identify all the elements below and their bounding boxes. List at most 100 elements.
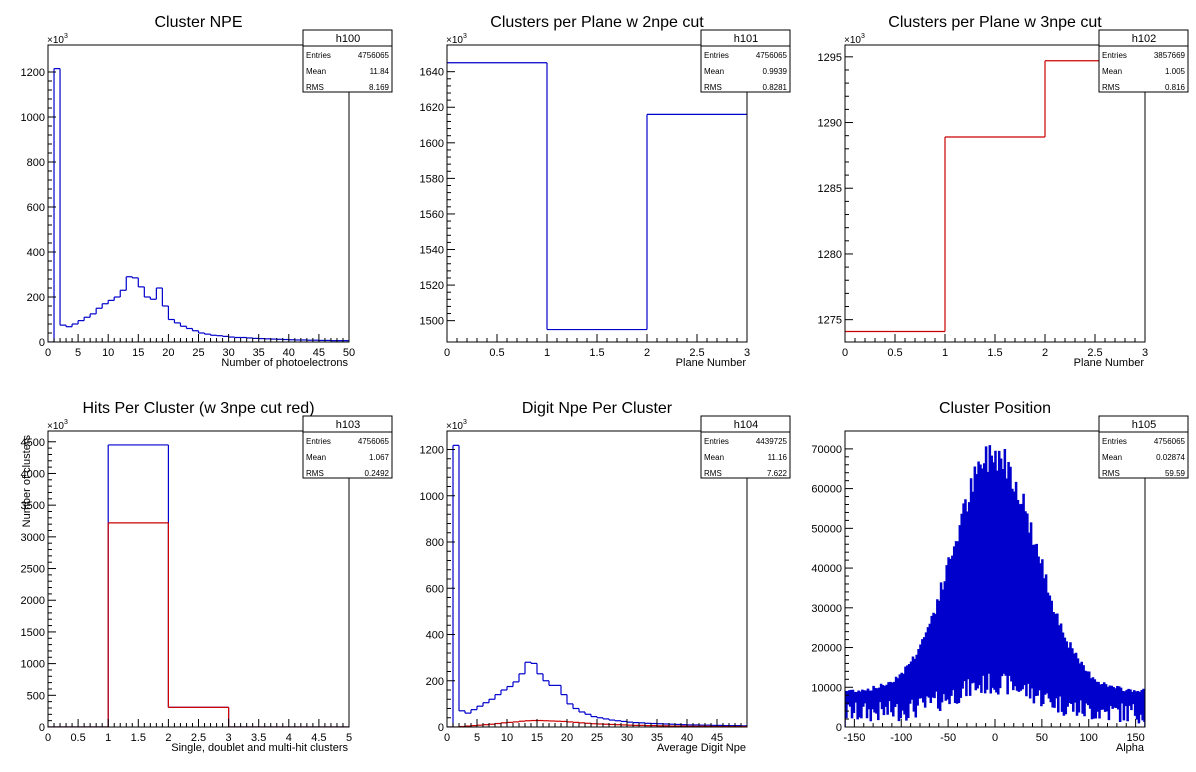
data-layer bbox=[845, 60, 1145, 333]
y-tick-label: 40000 bbox=[811, 563, 842, 575]
data-layer bbox=[447, 62, 747, 331]
y-tick-label: 1290 bbox=[818, 118, 842, 130]
x-tick-label: 1 bbox=[105, 732, 111, 744]
x-tick-label: 0 bbox=[45, 347, 51, 359]
y-tick-label: 10000 bbox=[811, 682, 842, 694]
x-tick-label: 15 bbox=[132, 347, 144, 359]
x-axis-label: Average Digit Npe bbox=[657, 742, 746, 754]
stats-box: h104 Entries 4439725 Mean 11.16 RMS 7.622 bbox=[700, 415, 791, 479]
panel-1: Cluster NPE 0 5 10 15 20 25 30 35 40 45 50 0 200 400 60… bbox=[21, 14, 393, 369]
stats-rms-label: RMS bbox=[306, 83, 324, 92]
x-tick-label: 4.5 bbox=[311, 732, 326, 744]
stats-rms-value: 59.59 bbox=[1165, 469, 1186, 478]
x-tick-label: 0 bbox=[444, 732, 450, 744]
data-layer bbox=[447, 444, 747, 727]
stats-rms-label: RMS bbox=[704, 469, 722, 478]
y-tick-label: 0 bbox=[39, 722, 45, 734]
y-tick-label: 400 bbox=[426, 630, 444, 642]
x-tick-label: -100 bbox=[890, 732, 912, 744]
y-tick-label: 4500 bbox=[21, 437, 45, 449]
y-tick-label: 1280 bbox=[818, 249, 842, 261]
stats-mean-value: 1.005 bbox=[1165, 67, 1186, 76]
y-axis-label: Number of clusters bbox=[21, 435, 33, 528]
x-tick-label: 3.5 bbox=[251, 732, 266, 744]
stats-mean-label: Mean bbox=[306, 67, 326, 76]
stats-box: h105 Entries 4756065 Mean 0.02874 RMS 59.59 bbox=[1098, 415, 1189, 479]
chart-title: Hits Per Cluster (w 3npe cut red) bbox=[82, 400, 314, 417]
stats-mean-label: Mean bbox=[1102, 453, 1122, 462]
stats-entries-label: Entries bbox=[704, 437, 729, 446]
x-tick-label: 45 bbox=[313, 347, 325, 359]
x-tick-label: 10 bbox=[102, 347, 114, 359]
stats-entries-value: 4439725 bbox=[756, 437, 788, 446]
x-tick-label: 2 bbox=[644, 347, 650, 359]
y-multiplier: ×103 bbox=[47, 419, 68, 432]
y-tick-label: 4000 bbox=[21, 468, 45, 480]
y-tick-label: 1000 bbox=[21, 112, 45, 124]
x-tick-label: 45 bbox=[711, 732, 723, 744]
stats-histogram-name: h104 bbox=[734, 419, 758, 431]
x-tick-label: 30 bbox=[222, 347, 234, 359]
stats-rms-label: RMS bbox=[1102, 469, 1120, 478]
x-tick-label: 20 bbox=[162, 347, 174, 359]
y-tick-label: 1000 bbox=[420, 491, 444, 503]
x-tick-label: 40 bbox=[681, 732, 693, 744]
stats-rms-value: 0.2492 bbox=[365, 469, 390, 478]
x-tick-label: 2.5 bbox=[191, 732, 206, 744]
y-tick-label: 1520 bbox=[420, 280, 444, 292]
x-axis-label: Plane Number bbox=[1074, 357, 1145, 369]
x-axis-label: Alpha bbox=[1116, 742, 1145, 754]
x-tick-label: 3 bbox=[1142, 347, 1148, 359]
x-tick-label: 5 bbox=[346, 732, 352, 744]
stats-box: h103 Entries 4756065 Mean 1.067 RMS 0.2492 bbox=[302, 415, 393, 479]
stats-mean-label: Mean bbox=[306, 453, 326, 462]
x-tick-label: 0.5 bbox=[70, 732, 85, 744]
y-tick-label: 1560 bbox=[420, 209, 444, 221]
y-tick-label: 1500 bbox=[21, 627, 45, 639]
stats-frame bbox=[302, 415, 393, 479]
x-tick-label: 100 bbox=[1080, 732, 1098, 744]
y-tick-label: 600 bbox=[426, 583, 444, 595]
y-tick-label: 1275 bbox=[818, 315, 842, 327]
y-tick-label: 800 bbox=[426, 537, 444, 549]
x-tick-label: 30 bbox=[621, 732, 633, 744]
chart-title: Clusters per Plane w 3npe cut bbox=[888, 14, 1102, 31]
x-tick-label: -150 bbox=[843, 732, 865, 744]
x-tick-label: 10 bbox=[501, 732, 513, 744]
y-multiplier: ×103 bbox=[446, 33, 467, 46]
y-tick-label: 3000 bbox=[21, 532, 45, 544]
y-tick-label: 1200 bbox=[420, 445, 444, 457]
x-tick-label: 20 bbox=[561, 732, 573, 744]
stats-mean-value: 11.16 bbox=[768, 453, 788, 462]
stats-entries-label: Entries bbox=[306, 51, 331, 60]
stats-histogram-name: h103 bbox=[336, 419, 360, 431]
stats-mean-value: 0.9939 bbox=[763, 67, 788, 76]
y-tick-label: 70000 bbox=[811, 444, 842, 456]
x-tick-label: 2.5 bbox=[1087, 347, 1102, 359]
y-tick-label: 3500 bbox=[21, 500, 45, 512]
panel-6: Cluster Position -150 -100 -50 0 50 100 150 0 100… bbox=[811, 400, 1189, 754]
stats-mean-value: 1.067 bbox=[369, 453, 390, 462]
stats-rms-value: 8.169 bbox=[369, 83, 390, 92]
x-tick-label: 0 bbox=[45, 732, 51, 744]
y-tick-label: 1200 bbox=[21, 67, 45, 79]
y-tick-label: 1540 bbox=[420, 245, 444, 257]
stats-box: h100 Entries 4756065 Mean 11.84 RMS 8.169 bbox=[302, 29, 393, 93]
x-tick-label: 25 bbox=[591, 732, 603, 744]
panel-5: Digit Npe Per Cluster 0 5 10 15 20 25 30 35 40 45 0… bbox=[420, 400, 791, 754]
stats-entries-value: 4756065 bbox=[358, 51, 390, 60]
stats-frame bbox=[1098, 415, 1189, 479]
y-tick-label: 30000 bbox=[811, 603, 842, 615]
x-tick-label: 2 bbox=[1042, 347, 1048, 359]
y-tick-label: 1620 bbox=[420, 102, 444, 114]
stats-histogram-name: h101 bbox=[734, 33, 758, 45]
stats-frame bbox=[700, 29, 791, 93]
chart-title: Clusters per Plane w 2npe cut bbox=[490, 14, 704, 31]
x-axis-label: Plane Number bbox=[676, 357, 747, 369]
stats-histogram-name: h100 bbox=[336, 33, 360, 45]
stats-rms-value: 7.622 bbox=[767, 469, 788, 478]
stats-histogram-name: h105 bbox=[1132, 419, 1156, 431]
x-tick-label: 0 bbox=[444, 347, 450, 359]
x-tick-label: 5 bbox=[474, 732, 480, 744]
x-tick-label: 0.5 bbox=[887, 347, 902, 359]
